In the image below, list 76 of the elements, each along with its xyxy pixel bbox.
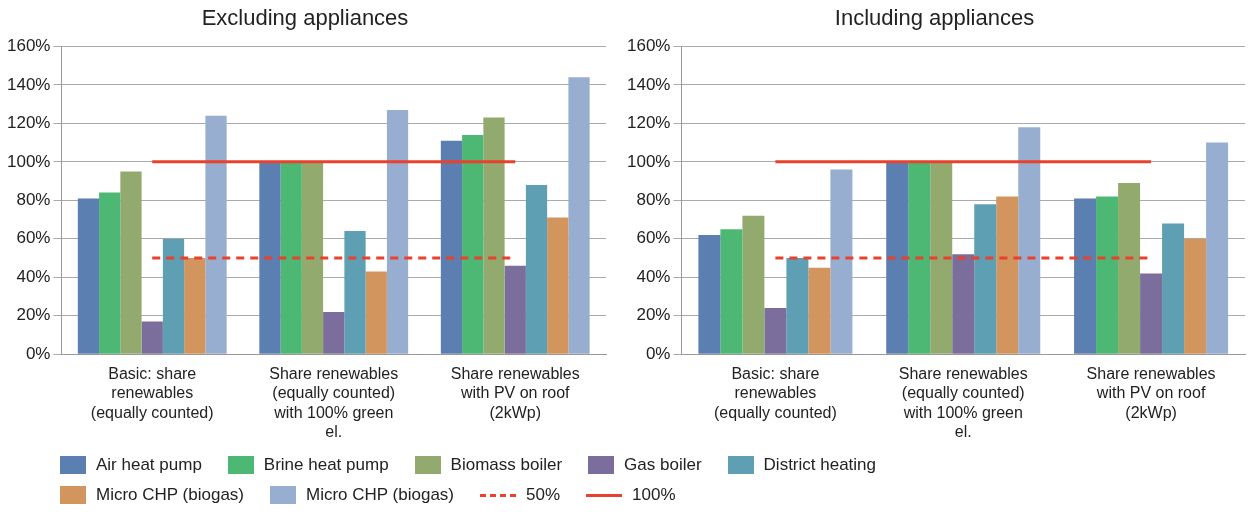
y-tick-label: 140% <box>7 74 51 94</box>
y-tick-label: 40% <box>16 266 51 286</box>
legend-label: 50% <box>526 485 561 505</box>
bar <box>365 271 387 354</box>
bar <box>1074 198 1097 354</box>
bar <box>1184 238 1207 354</box>
bar <box>547 217 569 354</box>
bar <box>908 161 931 354</box>
x-tick-label: Share renewables with PV on roof (2kWp) <box>450 365 580 421</box>
bar <box>808 267 831 354</box>
y-tick-label: 120% <box>7 113 51 133</box>
y-tick-label: 60% <box>16 228 51 248</box>
chart-title: Excluding appliances <box>201 5 409 31</box>
y-tick-label: 0% <box>645 343 671 363</box>
y-tick-label: 100% <box>627 151 671 171</box>
bar <box>1118 182 1141 354</box>
bar <box>974 204 997 354</box>
legend-label: Micro CHP (biogas) <box>96 485 245 505</box>
y-tick-label: 80% <box>636 189 671 209</box>
bar <box>504 265 526 354</box>
bar <box>930 161 953 354</box>
bar <box>886 161 909 354</box>
y-tick-label: 60% <box>636 228 671 248</box>
bar <box>141 321 163 354</box>
chart-title: Including appliances <box>834 5 1035 31</box>
bar <box>280 161 302 354</box>
bar <box>525 184 548 354</box>
bar <box>462 134 484 354</box>
x-tick-label: Basic: share renewables (equally counted) <box>714 365 837 421</box>
bar <box>344 231 366 354</box>
bar <box>1206 142 1229 354</box>
y-tick-label: 120% <box>627 113 671 133</box>
y-tick-label: 20% <box>16 305 51 325</box>
bar <box>99 192 121 354</box>
y-tick-label: 80% <box>16 189 51 209</box>
bar <box>742 215 765 354</box>
bar <box>301 161 324 354</box>
bar <box>568 77 590 354</box>
bar <box>1018 127 1041 354</box>
x-tick-label: Share renewables with PV on roof (2kWp) <box>1086 365 1216 421</box>
bar <box>764 308 787 354</box>
bar <box>483 117 505 354</box>
bar <box>1096 196 1119 354</box>
bar <box>162 238 185 354</box>
y-tick-label: 160% <box>7 36 51 56</box>
bar <box>698 234 721 354</box>
legend-label: Micro CHP (biogas) <box>306 485 455 505</box>
bar <box>184 258 206 354</box>
y-tick-label: 160% <box>627 36 671 56</box>
y-tick-label: 140% <box>627 74 671 94</box>
legend-label: Air heat pump <box>96 455 202 475</box>
y-tick-label: 0% <box>25 343 51 363</box>
bar <box>440 140 463 354</box>
y-tick-label: 20% <box>636 305 671 325</box>
x-tick-label: Share renewables (equally counted) with 100% green el. <box>269 365 399 440</box>
y-tick-label: 40% <box>636 266 671 286</box>
bar <box>323 311 345 354</box>
legend-label: Brine heat pump <box>263 455 389 475</box>
bar <box>259 161 281 354</box>
bar <box>1140 273 1163 354</box>
y-tick-label: 100% <box>7 151 51 171</box>
bar <box>77 198 100 354</box>
bar <box>952 254 975 354</box>
bar <box>120 171 142 354</box>
bar <box>720 229 743 354</box>
legend-label: District heating <box>763 455 877 475</box>
bar <box>830 169 853 354</box>
legend-label: Gas boiler <box>624 455 702 475</box>
bar <box>205 115 227 354</box>
bar <box>996 196 1019 354</box>
bar <box>386 109 409 354</box>
bar <box>1162 223 1185 354</box>
x-tick-label: Basic: share renewables (equally counted) <box>90 365 214 421</box>
bar <box>786 258 809 354</box>
x-tick-label: Share renewables (equally counted) with 100% green el. <box>898 365 1028 440</box>
legend-label: Biomass boiler <box>450 455 563 475</box>
